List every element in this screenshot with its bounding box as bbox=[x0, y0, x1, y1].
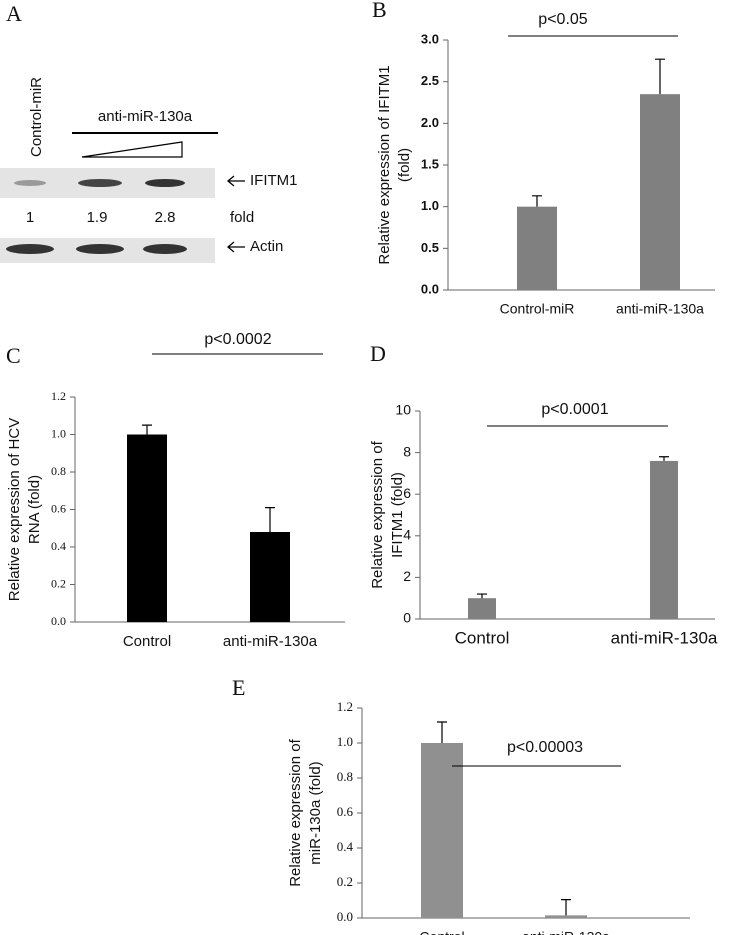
y-tick-label: 1.5 bbox=[421, 156, 439, 171]
error-bar bbox=[532, 195, 542, 207]
error-bar bbox=[561, 899, 571, 916]
band bbox=[145, 179, 185, 187]
y-tick-label: 0.5 bbox=[421, 240, 439, 255]
y-axis-label-line: IFITM1 (fold) bbox=[389, 472, 406, 558]
y-axis-label-line: Relative expression of IFITM1 bbox=[376, 65, 393, 264]
x-tick-label: anti-miR-130a bbox=[611, 628, 718, 647]
x-tick-label: Control-miR bbox=[500, 301, 575, 317]
y-tick-label: 0 bbox=[403, 610, 411, 626]
annotation: p<0.00003 bbox=[507, 739, 583, 756]
y-tick-label: 0.6 bbox=[337, 804, 354, 819]
error-bar bbox=[659, 456, 669, 461]
band bbox=[76, 244, 124, 254]
y-tick-label: 0.0 bbox=[51, 614, 66, 628]
y-tick-label: 0.4 bbox=[337, 839, 354, 854]
error-bar bbox=[437, 721, 447, 743]
y-tick-label: 6 bbox=[403, 485, 411, 501]
y-tick-label: 3.0 bbox=[421, 31, 439, 46]
y-axis-label: Relative expression of IFITM1 (fold) bbox=[369, 440, 406, 588]
arrow-head bbox=[226, 175, 235, 187]
x-tick-label: Control bbox=[455, 628, 510, 647]
y-axis-label: Relative expression of miR-130a (fold) bbox=[287, 738, 324, 886]
band bbox=[14, 180, 46, 186]
fold-label: fold bbox=[230, 209, 254, 226]
bar bbox=[468, 598, 496, 619]
y-tick-label: 1.0 bbox=[51, 426, 66, 440]
band bbox=[6, 244, 54, 254]
bar bbox=[250, 532, 290, 622]
y-tick-label: 0.6 bbox=[51, 501, 66, 515]
gradient-triangle bbox=[81, 141, 183, 158]
y-axis-label: Relative expression of IFITM1 (fold) bbox=[376, 65, 413, 264]
y-tick-label: 2.5 bbox=[421, 73, 439, 88]
annotation: p<0.05 bbox=[538, 11, 587, 28]
target-label: Actin bbox=[250, 238, 283, 255]
target-label: IFITM1 bbox=[250, 172, 298, 189]
bar bbox=[545, 915, 587, 918]
y-axis-label-line: Relative expression of bbox=[287, 738, 304, 886]
lane-label: Control-miR bbox=[28, 77, 45, 157]
bar bbox=[650, 460, 678, 619]
y-tick-label: 1.2 bbox=[51, 389, 66, 403]
arrow-head bbox=[226, 241, 235, 253]
mask bbox=[0, 198, 215, 238]
y-axis-label: Relative expression of HCV RNA (fold) bbox=[6, 418, 43, 601]
panel-label: E bbox=[232, 675, 245, 700]
error-bar bbox=[265, 507, 275, 532]
panel-label: B bbox=[372, 0, 387, 22]
y-axis-label-line: RNA (fold) bbox=[26, 475, 43, 544]
bar bbox=[127, 434, 167, 622]
x-tick-label: Control bbox=[123, 633, 171, 650]
treatment-label: anti-miR-130a bbox=[98, 108, 193, 125]
y-axis-label-line: (fold) bbox=[396, 148, 413, 182]
bar bbox=[640, 94, 680, 291]
x-tick-label: Control bbox=[419, 929, 464, 935]
annotation: p<0.0002 bbox=[204, 331, 271, 348]
y-tick-label: 0.0 bbox=[337, 909, 353, 924]
x-tick-label: anti-miR-130a bbox=[223, 633, 318, 650]
y-tick-label: 4 bbox=[403, 527, 411, 543]
panel-a: A Control-miR anti-miR-130a 1 1.9 2.8 fo… bbox=[0, 1, 298, 263]
fold-value: 1 bbox=[26, 209, 34, 226]
bar bbox=[421, 743, 463, 918]
y-tick-label: 1.0 bbox=[421, 198, 439, 213]
y-tick-label: 2 bbox=[403, 568, 411, 584]
y-axis-label-line: Relative expression of HCV bbox=[6, 418, 23, 601]
annotation: p<0.0001 bbox=[541, 401, 608, 418]
x-tick-label: anti-miR-130a bbox=[522, 929, 610, 935]
band bbox=[78, 179, 122, 187]
y-tick-label: 0.2 bbox=[337, 874, 353, 889]
error-bar bbox=[142, 424, 152, 435]
band bbox=[143, 244, 187, 254]
error-bar bbox=[477, 593, 487, 599]
y-tick-label: 0.8 bbox=[51, 464, 66, 478]
panel-label: C bbox=[6, 343, 21, 368]
y-tick-label: 0.8 bbox=[337, 769, 353, 784]
error-bar bbox=[655, 58, 665, 95]
y-tick-label: 0.2 bbox=[51, 576, 66, 590]
y-tick-label: 2.0 bbox=[421, 115, 439, 130]
y-tick-label: 1.2 bbox=[337, 699, 353, 714]
panel-label: D bbox=[370, 341, 386, 366]
y-tick-label: 10 bbox=[395, 402, 411, 418]
panel-label: A bbox=[6, 1, 22, 26]
y-tick-label: 0.4 bbox=[51, 539, 66, 553]
x-tick-label: anti-miR-130a bbox=[616, 301, 704, 317]
y-axis-label-line: Relative expression of bbox=[369, 440, 386, 588]
y-axis-label-line: miR-130a (fold) bbox=[307, 761, 324, 864]
y-tick-label: 1.0 bbox=[337, 734, 353, 749]
y-tick-label: 8 bbox=[403, 443, 411, 459]
fold-value: 2.8 bbox=[155, 209, 176, 226]
y-tick-label: 0.0 bbox=[421, 281, 439, 296]
fold-value: 1.9 bbox=[87, 209, 108, 226]
bar bbox=[517, 206, 557, 290]
